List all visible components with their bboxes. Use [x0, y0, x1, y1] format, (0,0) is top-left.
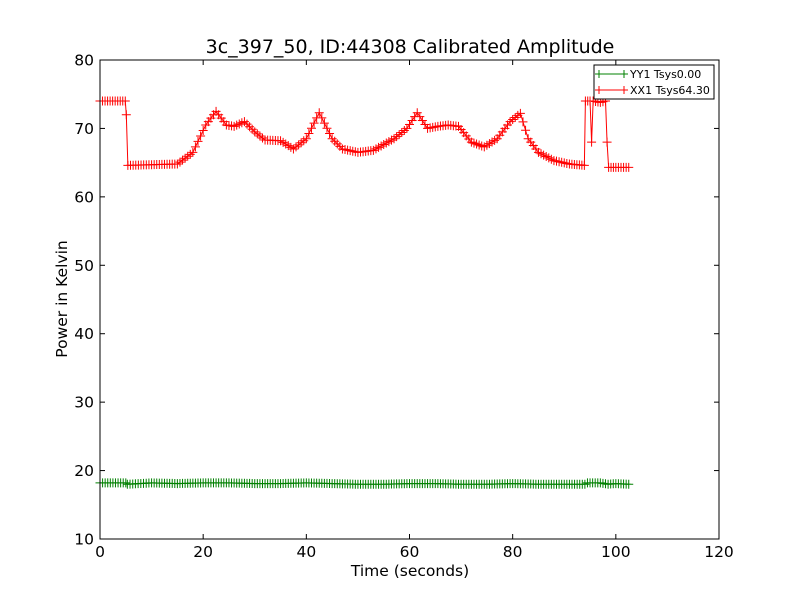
x-tick-label: 120: [704, 543, 734, 561]
x-tick-label: 60: [400, 543, 420, 561]
legend-label-xx1: XX1 Tsys64.30: [630, 84, 710, 97]
ticks-layer: 0 20 40 60 80 100 120 10 20 30 40 50 60 70 80: [74, 52, 734, 562]
legend-marker-xx1: [595, 86, 628, 94]
y-tick-label: 10: [74, 531, 94, 549]
x-tick-label: 100: [601, 543, 631, 561]
legend-label-yy1: YY1 Tsys0.00: [629, 68, 701, 81]
x-tick-label: 20: [193, 543, 213, 561]
series-layer: [95, 96, 634, 489]
series-1: [95, 96, 634, 172]
y-tick-label: 60: [74, 188, 94, 206]
y-tick-label: 40: [74, 325, 94, 343]
y-tick-label: 70: [74, 120, 94, 138]
y-tick-label: 80: [74, 52, 94, 70]
y-axis-label: Power in Kelvin: [53, 240, 71, 357]
x-tick-label: 0: [95, 543, 105, 561]
x-tick-label: 40: [296, 543, 316, 561]
y-tick-label: 50: [74, 257, 94, 275]
y-tick-label: 20: [74, 462, 94, 480]
x-axis-label: Time (seconds): [350, 562, 469, 580]
legend-marker-yy1: [595, 70, 628, 78]
x-tick-label: 80: [503, 543, 523, 561]
legend: YY1 Tsys0.00 XX1 Tsys64.30: [593, 64, 715, 100]
y-tick-label: 30: [74, 394, 94, 412]
chart-title: 3c_397_50, ID:44308 Calibrated Amplitude: [206, 36, 615, 58]
legend-box: [593, 64, 715, 100]
